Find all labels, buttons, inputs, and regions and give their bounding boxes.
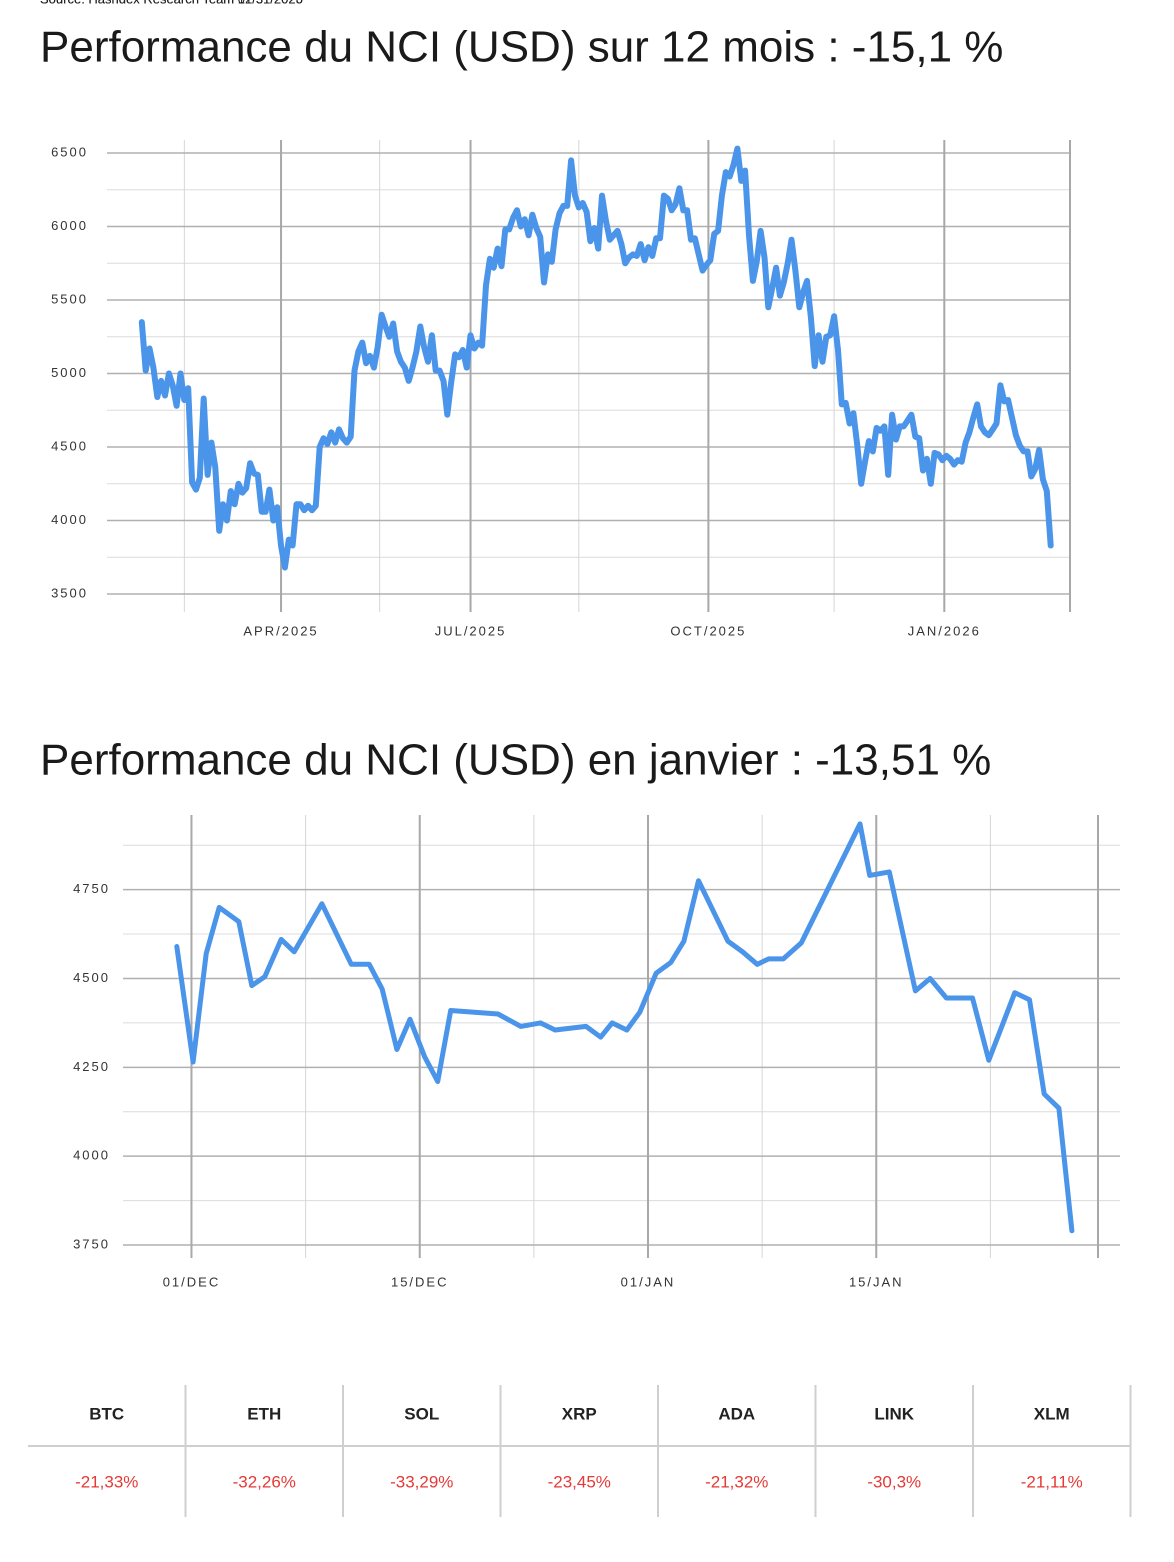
x-tick-label: 15/JAN [849, 1274, 904, 1289]
x-tick-label: OCT/2025 [670, 623, 746, 638]
x-tick-label: 01/JAN [621, 1274, 676, 1289]
table-cell: -21,32% [705, 1472, 768, 1491]
y-tick-label: 3500 [51, 585, 88, 600]
price-line [138, 145, 1054, 571]
table-header: ADA [718, 1404, 755, 1423]
y-tick-label: 4750 [73, 881, 110, 896]
table-header: LINK [874, 1404, 914, 1423]
table-cell: -21,33% [75, 1472, 138, 1491]
x-tick-label: 01/DEC [163, 1274, 221, 1289]
y-tick-label: 5500 [51, 291, 88, 306]
x-tick-label: APR/2025 [243, 623, 318, 638]
table-header: ETH [247, 1404, 281, 1423]
y-tick-label: 6500 [51, 144, 88, 159]
table-cell: -23,45% [548, 1472, 611, 1491]
table-header: XRP [562, 1404, 597, 1423]
x-tick-label: JUL/2025 [435, 623, 507, 638]
x-tick-label: 15/DEC [391, 1274, 449, 1289]
table-cell: -21,11% [1021, 1472, 1083, 1491]
y-tick-label: 4500 [73, 970, 110, 985]
chart-title: Performance du NCI (USD) en janvier : -1… [40, 736, 991, 785]
x-tick-label: JAN/2026 [908, 623, 981, 638]
y-tick-label: 5000 [51, 365, 88, 380]
table-header: XLM [1034, 1404, 1070, 1423]
table-cell: -33,29% [390, 1472, 453, 1491]
y-tick-label: 4000 [51, 512, 88, 527]
table-cell: -32,26% [233, 1472, 296, 1491]
chart-title: Performance du NCI (USD) sur 12 mois : -… [40, 23, 1003, 72]
y-tick-label: 4000 [73, 1148, 110, 1163]
y-tick-label: 6000 [51, 218, 88, 233]
price-line [174, 821, 1075, 1234]
source-note: Source: Hashdex Research Team 01/31/2026 [40, 0, 303, 6]
y-tick-label: 4500 [51, 438, 88, 453]
table-header: BTC [89, 1404, 124, 1423]
source-note: Source: Hashdex Research Team 12/31/2025 [40, 0, 303, 6]
table-header: SOL [404, 1404, 439, 1423]
table-cell: -30,3% [867, 1472, 921, 1491]
y-tick-label: 4250 [73, 1059, 110, 1074]
y-tick-label: 3750 [73, 1236, 110, 1251]
